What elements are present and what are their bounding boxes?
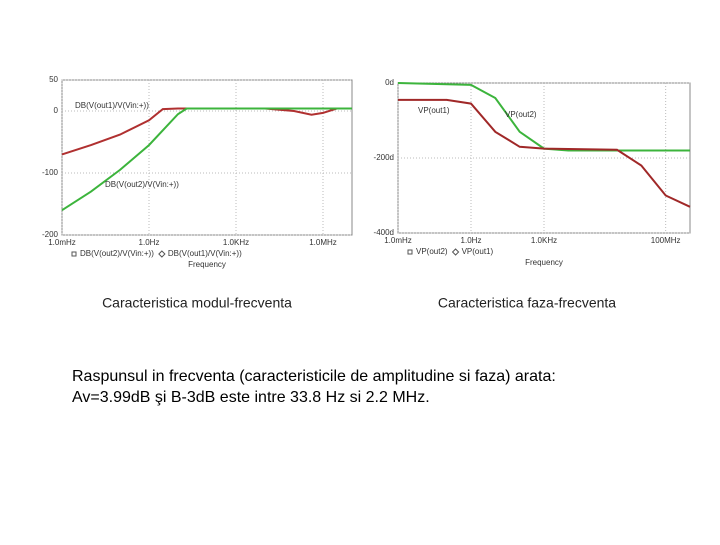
x-tick-label: 1.0MHz xyxy=(309,238,337,247)
x-tick-label: 100MHz xyxy=(651,236,681,245)
series-line xyxy=(397,82,690,152)
series-label: VP(out1) xyxy=(418,106,450,115)
series-line xyxy=(61,107,352,212)
legend-entry: VP(out2) xyxy=(416,247,448,256)
series-label: VP(out2) xyxy=(505,110,537,119)
y-tick-label: -200d xyxy=(374,153,394,162)
x-axis-label: Frequency xyxy=(525,258,563,267)
legend-symbol xyxy=(71,251,77,257)
y-tick-label: -200 xyxy=(42,230,59,239)
y-tick-label: 0 xyxy=(54,106,59,115)
legend-symbol xyxy=(158,250,166,258)
series-label: DB(V(out1)/V(Vin:+)) xyxy=(75,101,149,110)
x-tick-label: 1.0KHz xyxy=(223,238,249,247)
legend-symbol xyxy=(407,249,413,255)
x-tick-label: 1.0mHz xyxy=(384,236,412,245)
y-tick-label: 50 xyxy=(49,75,58,84)
series-line xyxy=(398,98,691,208)
x-tick-label: 1.0mHz xyxy=(48,238,76,247)
paragraph-line: Av=3.99dB şi B-3dB este intre 33.8 Hz si… xyxy=(72,389,430,406)
series-line xyxy=(61,107,352,156)
y-tick-label: 0d xyxy=(385,78,394,87)
y-tick-label: -400d xyxy=(374,228,394,237)
caption: Caracteristica faza-frecventa xyxy=(438,295,616,311)
legend-entry: DB(V(out2)/V(Vin:+)) xyxy=(80,249,154,258)
paragraph-line: Raspunsul in frecventa (caracteristicile… xyxy=(72,368,556,385)
legend-entry: VP(out1) xyxy=(462,247,494,256)
y-tick-label: -100 xyxy=(42,168,59,177)
x-tick-label: 1.0KHz xyxy=(531,236,557,245)
x-tick-label: 1.0Hz xyxy=(461,236,482,245)
caption: Caracteristica modul-frecventa xyxy=(102,295,292,311)
x-tick-label: 1.0Hz xyxy=(139,238,160,247)
legend-entry: DB(V(out1)/V(Vin:+)) xyxy=(168,249,242,258)
legend-symbol xyxy=(451,248,460,256)
x-axis-label: Frequency xyxy=(188,260,226,269)
series-label: DB(V(out2)/V(Vin:+)) xyxy=(105,180,179,189)
